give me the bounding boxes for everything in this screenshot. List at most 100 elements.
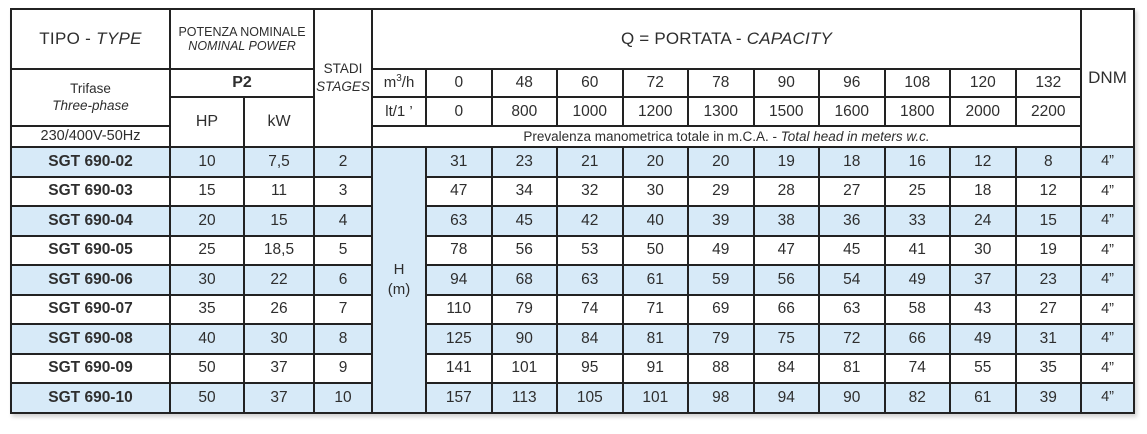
head-value: 66 (883, 323, 952, 355)
capacity-label-en: CAPACITY (746, 29, 833, 49)
head-value: 157 (425, 382, 493, 414)
dnm-value: 4” (1080, 264, 1136, 296)
head-value: 66 (752, 293, 821, 325)
head-value: 84 (752, 352, 821, 384)
head-value: 95 (556, 352, 624, 384)
flow-m3h-value: 90 (752, 68, 821, 98)
head-value: 27 (1014, 293, 1083, 325)
pump-type: SGT 690-03 (10, 175, 171, 207)
head-value: 49 (883, 264, 952, 296)
head-value: 39 (687, 205, 755, 237)
head-value: 19 (752, 146, 821, 178)
head-value: 101 (621, 382, 690, 414)
col-header-stages: STADI STAGES (313, 8, 374, 148)
lt-unit-cell: lt/1 ’ (371, 96, 428, 127)
m3h-unit-cell: m3/h (371, 68, 428, 98)
hp-value: 20 (169, 205, 245, 237)
kw-value: 18,5 (242, 234, 316, 266)
head-value: 32 (556, 175, 624, 207)
stages-label-it: STADI (323, 61, 363, 77)
head-value: 12 (1014, 175, 1083, 207)
flow-lt-value: 1300 (687, 96, 755, 127)
head-value: 90 (490, 323, 559, 355)
pump-type: SGT 690-08 (10, 323, 171, 355)
head-value: 21 (556, 146, 624, 178)
head-value: 94 (752, 382, 821, 414)
head-value: 23 (1014, 264, 1083, 296)
head-value: 82 (883, 382, 952, 414)
stages-value: 2 (313, 146, 374, 178)
head-value: 98 (687, 382, 755, 414)
total-head-label-it: Prevalenza manometrica totale in m.C.A. … (523, 128, 781, 144)
flow-lt-value: 2000 (949, 96, 1017, 127)
pump-type: SGT 690-10 (10, 382, 171, 414)
hp-value: 50 (169, 352, 245, 384)
head-value: 18 (818, 146, 886, 178)
head-value: 33 (883, 205, 952, 237)
flow-lt-value: 1600 (818, 96, 886, 127)
head-value: 35 (1014, 352, 1083, 384)
pump-type: SGT 690-02 (10, 146, 171, 178)
table-row: SGT 690-06 30 22 6 94 68 63 61 59 56 54 … (10, 264, 1136, 296)
head-value: 56 (752, 264, 821, 296)
dnm-value: 4” (1080, 352, 1136, 384)
kw-value: 37 (242, 352, 316, 384)
stages-value: 7 (313, 293, 374, 325)
col-header-nominal-power: POTENZA NOMINALE NOMINAL POWER (168, 8, 316, 70)
head-value: 30 (949, 234, 1017, 266)
head-value: 29 (687, 175, 755, 207)
hp-value: 35 (169, 293, 245, 325)
stages-value: 9 (313, 352, 374, 384)
head-value: 110 (425, 293, 493, 325)
head-value: 38 (752, 205, 821, 237)
head-value: 54 (818, 264, 886, 296)
stages-value: 8 (313, 323, 374, 355)
head-value: 49 (949, 323, 1017, 355)
phase-label-it: Trifase (70, 80, 111, 96)
nominal-power-label-it: POTENZA NOMINALE (178, 24, 306, 39)
head-value: 125 (425, 323, 493, 355)
col-header-dnm: DNM (1080, 8, 1136, 148)
head-value: 30 (621, 175, 690, 207)
p2-cell: P2 (168, 68, 316, 98)
dnm-value: 4” (1080, 205, 1136, 237)
head-value: 55 (949, 352, 1017, 384)
head-value: 90 (818, 382, 886, 414)
flow-m3h-value: 0 (425, 68, 493, 98)
head-value: 74 (883, 352, 952, 384)
head-value: 91 (621, 352, 690, 384)
table-row: SGT 690-09 50 37 9 141 101 95 91 88 84 8… (10, 352, 1136, 384)
head-value: 74 (556, 293, 624, 325)
hp-value: 30 (169, 264, 245, 296)
head-value: 27 (818, 175, 886, 207)
head-value: 50 (621, 234, 690, 266)
table-row: SGT 690-04 20 15 4 63 45 42 40 39 38 36 … (10, 205, 1136, 237)
page: TIPO - TYPE POTENZA NOMINALE NOMINAL POWE… (10, 8, 1136, 414)
head-value: 101 (490, 352, 559, 384)
head-value: 59 (687, 264, 755, 296)
head-value: 28 (752, 175, 821, 207)
flow-m3h-value: 96 (818, 68, 886, 98)
head-value: 31 (1014, 323, 1083, 355)
table-row: SGT 690-03 15 11 3 47 34 32 30 29 28 27 … (10, 175, 1136, 207)
flow-m3h-value: 78 (687, 68, 755, 98)
head-value: 47 (425, 175, 493, 207)
head-value: 63 (556, 264, 624, 296)
head-value: 16 (883, 146, 952, 178)
dnm-value: 4” (1080, 175, 1136, 207)
dnm-value: 4” (1080, 323, 1136, 355)
kw-value: 11 (242, 175, 316, 207)
flow-lt-value: 1500 (752, 96, 821, 127)
kw-value: 7,5 (242, 146, 316, 178)
head-value: 78 (425, 234, 493, 266)
head-value: 43 (949, 293, 1017, 325)
head-value: 68 (490, 264, 559, 296)
table-row: SGT 690-10 50 37 10 157 113 105 101 98 9… (10, 382, 1136, 414)
kw-value: 22 (242, 264, 316, 296)
head-value: 113 (490, 382, 559, 414)
head-value: 19 (1014, 234, 1083, 266)
head-value: 18 (949, 175, 1017, 207)
head-value: 45 (818, 234, 886, 266)
stages-value: 6 (313, 264, 374, 296)
head-value: 56 (490, 234, 559, 266)
